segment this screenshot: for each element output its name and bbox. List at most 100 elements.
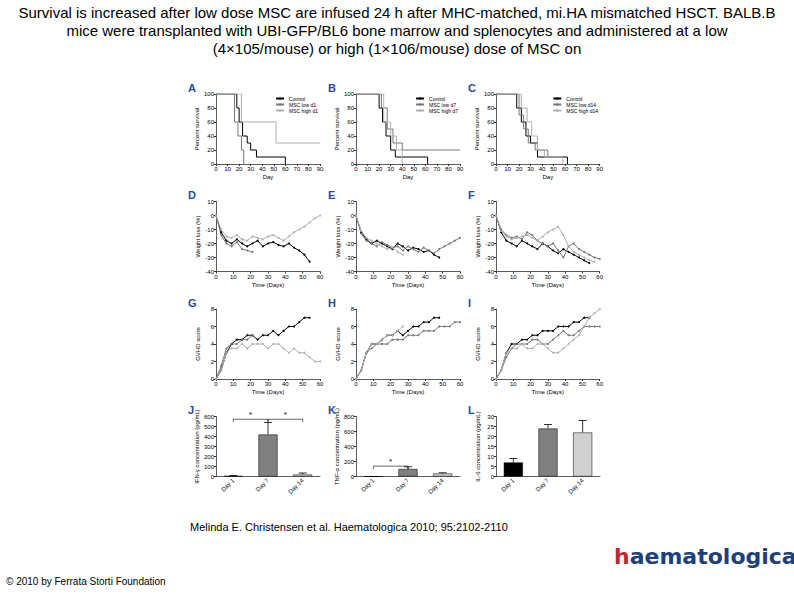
svg-text:6: 6 <box>491 324 495 330</box>
svg-text:-30: -30 <box>205 255 214 261</box>
svg-text:60: 60 <box>457 381 464 387</box>
svg-text:100: 100 <box>204 91 215 97</box>
svg-text:10: 10 <box>207 199 214 205</box>
svg-text:40: 40 <box>487 133 494 139</box>
svg-text:TNF-α concentration (pg/mL): TNF-α concentration (pg/mL) <box>334 408 340 485</box>
svg-text:4: 4 <box>351 341 355 347</box>
svg-text:20: 20 <box>247 381 254 387</box>
svg-text:I: I <box>468 297 471 309</box>
svg-text:60: 60 <box>347 119 354 125</box>
svg-text:10: 10 <box>230 381 237 387</box>
svg-text:Weight loss (%): Weight loss (%) <box>335 216 341 258</box>
svg-text:30: 30 <box>544 381 551 387</box>
svg-text:5: 5 <box>491 464 495 470</box>
svg-text:60: 60 <box>207 119 214 125</box>
svg-text:60: 60 <box>317 274 324 280</box>
svg-text:F: F <box>468 189 475 201</box>
svg-text:500: 500 <box>204 424 215 430</box>
svg-text:IFN-γ concentration (pg/mL): IFN-γ concentration (pg/mL) <box>194 409 200 484</box>
svg-text:400: 400 <box>344 444 355 450</box>
svg-text:40: 40 <box>207 133 214 139</box>
svg-text:30: 30 <box>527 166 534 172</box>
svg-text:0: 0 <box>214 274 218 280</box>
svg-text:Day 14: Day 14 <box>287 477 305 495</box>
svg-text:90: 90 <box>317 166 324 172</box>
svg-text:Day 14: Day 14 <box>427 477 445 495</box>
svg-text:40: 40 <box>422 381 429 387</box>
svg-text:50: 50 <box>270 166 277 172</box>
svg-text:90: 90 <box>457 166 464 172</box>
svg-text:Day 1: Day 1 <box>220 477 236 493</box>
svg-text:200: 200 <box>344 459 355 465</box>
svg-text:Day: Day <box>542 174 553 180</box>
svg-text:50: 50 <box>299 274 306 280</box>
svg-text:10: 10 <box>364 166 371 172</box>
svg-text:400: 400 <box>204 434 215 440</box>
svg-text:Time (Days): Time (Days) <box>532 282 564 288</box>
svg-text:25: 25 <box>487 424 494 430</box>
svg-text:30: 30 <box>265 274 272 280</box>
svg-text:100: 100 <box>484 91 495 97</box>
svg-text:40: 40 <box>282 381 289 387</box>
svg-text:0: 0 <box>491 474 495 480</box>
svg-text:Percent survival: Percent survival <box>334 108 340 151</box>
svg-text:30: 30 <box>487 414 494 420</box>
svg-text:30: 30 <box>387 166 394 172</box>
svg-text:90: 90 <box>596 166 603 172</box>
svg-text:0: 0 <box>214 166 218 172</box>
svg-text:50: 50 <box>579 274 586 280</box>
svg-text:B: B <box>328 84 336 94</box>
svg-text:50: 50 <box>439 381 446 387</box>
svg-text:GVHD score: GVHD score <box>475 327 481 361</box>
svg-text:-10: -10 <box>345 227 354 233</box>
svg-text:H: H <box>328 297 336 309</box>
svg-text:Day 7: Day 7 <box>535 477 551 493</box>
svg-text:50: 50 <box>439 274 446 280</box>
svg-text:0: 0 <box>211 474 215 480</box>
svg-text:0: 0 <box>351 474 355 480</box>
svg-text:20: 20 <box>387 274 394 280</box>
svg-text:Time (Days): Time (Days) <box>252 389 284 395</box>
svg-text:-10: -10 <box>205 227 214 233</box>
svg-text:30: 30 <box>405 274 412 280</box>
svg-text:20: 20 <box>387 381 394 387</box>
svg-text:Day 7: Day 7 <box>255 477 271 493</box>
svg-text:40: 40 <box>259 166 266 172</box>
svg-text:20: 20 <box>527 274 534 280</box>
svg-text:60: 60 <box>562 166 569 172</box>
svg-text:Day: Day <box>263 174 274 180</box>
svg-text:10: 10 <box>224 166 231 172</box>
svg-text:0: 0 <box>351 213 355 219</box>
svg-text:Percent survival: Percent survival <box>194 108 200 151</box>
svg-text:G: G <box>188 297 197 309</box>
svg-text:-30: -30 <box>485 255 494 261</box>
svg-text:10: 10 <box>370 274 377 280</box>
svg-text:0: 0 <box>494 381 498 387</box>
svg-text:-20: -20 <box>485 241 494 247</box>
svg-text:30: 30 <box>247 166 254 172</box>
svg-text:6: 6 <box>211 324 215 330</box>
svg-text:80: 80 <box>585 166 592 172</box>
svg-text:15: 15 <box>487 444 494 450</box>
svg-text:2: 2 <box>491 359 495 365</box>
svg-text:MSC high d7: MSC high d7 <box>429 108 458 114</box>
svg-text:Day 7: Day 7 <box>395 477 411 493</box>
svg-text:20: 20 <box>347 147 354 153</box>
svg-text:-40: -40 <box>205 269 214 275</box>
svg-text:Time (Days): Time (Days) <box>252 282 284 288</box>
svg-text:10: 10 <box>347 199 354 205</box>
svg-text:80: 80 <box>305 166 312 172</box>
svg-text:20: 20 <box>527 381 534 387</box>
svg-text:GVHD score: GVHD score <box>335 327 341 361</box>
svg-text:0: 0 <box>494 274 498 280</box>
svg-text:70: 70 <box>573 166 580 172</box>
svg-text:40: 40 <box>347 133 354 139</box>
svg-text:GVHD score: GVHD score <box>195 327 201 361</box>
svg-text:2: 2 <box>211 359 215 365</box>
svg-text:8: 8 <box>211 306 215 312</box>
svg-text:0: 0 <box>494 166 498 172</box>
svg-text:20: 20 <box>487 434 494 440</box>
svg-text:Percent survival: Percent survival <box>474 108 480 151</box>
svg-text:40: 40 <box>422 274 429 280</box>
svg-text:0: 0 <box>211 213 215 219</box>
